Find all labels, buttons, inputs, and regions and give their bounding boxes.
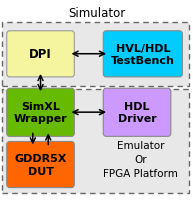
FancyBboxPatch shape [7, 142, 74, 188]
Text: Simulator: Simulator [68, 7, 125, 20]
Text: DPI: DPI [29, 48, 52, 61]
Text: SimXL
Wrapper: SimXL Wrapper [14, 102, 67, 124]
FancyBboxPatch shape [2, 90, 189, 193]
Text: GDDR5X
DUT: GDDR5X DUT [14, 154, 67, 176]
Text: HDL
Driver: HDL Driver [118, 102, 156, 124]
FancyBboxPatch shape [103, 89, 171, 137]
Text: HVL/HDL
TestBench: HVL/HDL TestBench [111, 43, 175, 66]
FancyBboxPatch shape [7, 32, 74, 78]
Text: Emulator
Or
FPGA Platform: Emulator Or FPGA Platform [103, 140, 178, 178]
FancyBboxPatch shape [2, 22, 189, 87]
FancyBboxPatch shape [7, 89, 74, 137]
FancyBboxPatch shape [103, 32, 182, 78]
